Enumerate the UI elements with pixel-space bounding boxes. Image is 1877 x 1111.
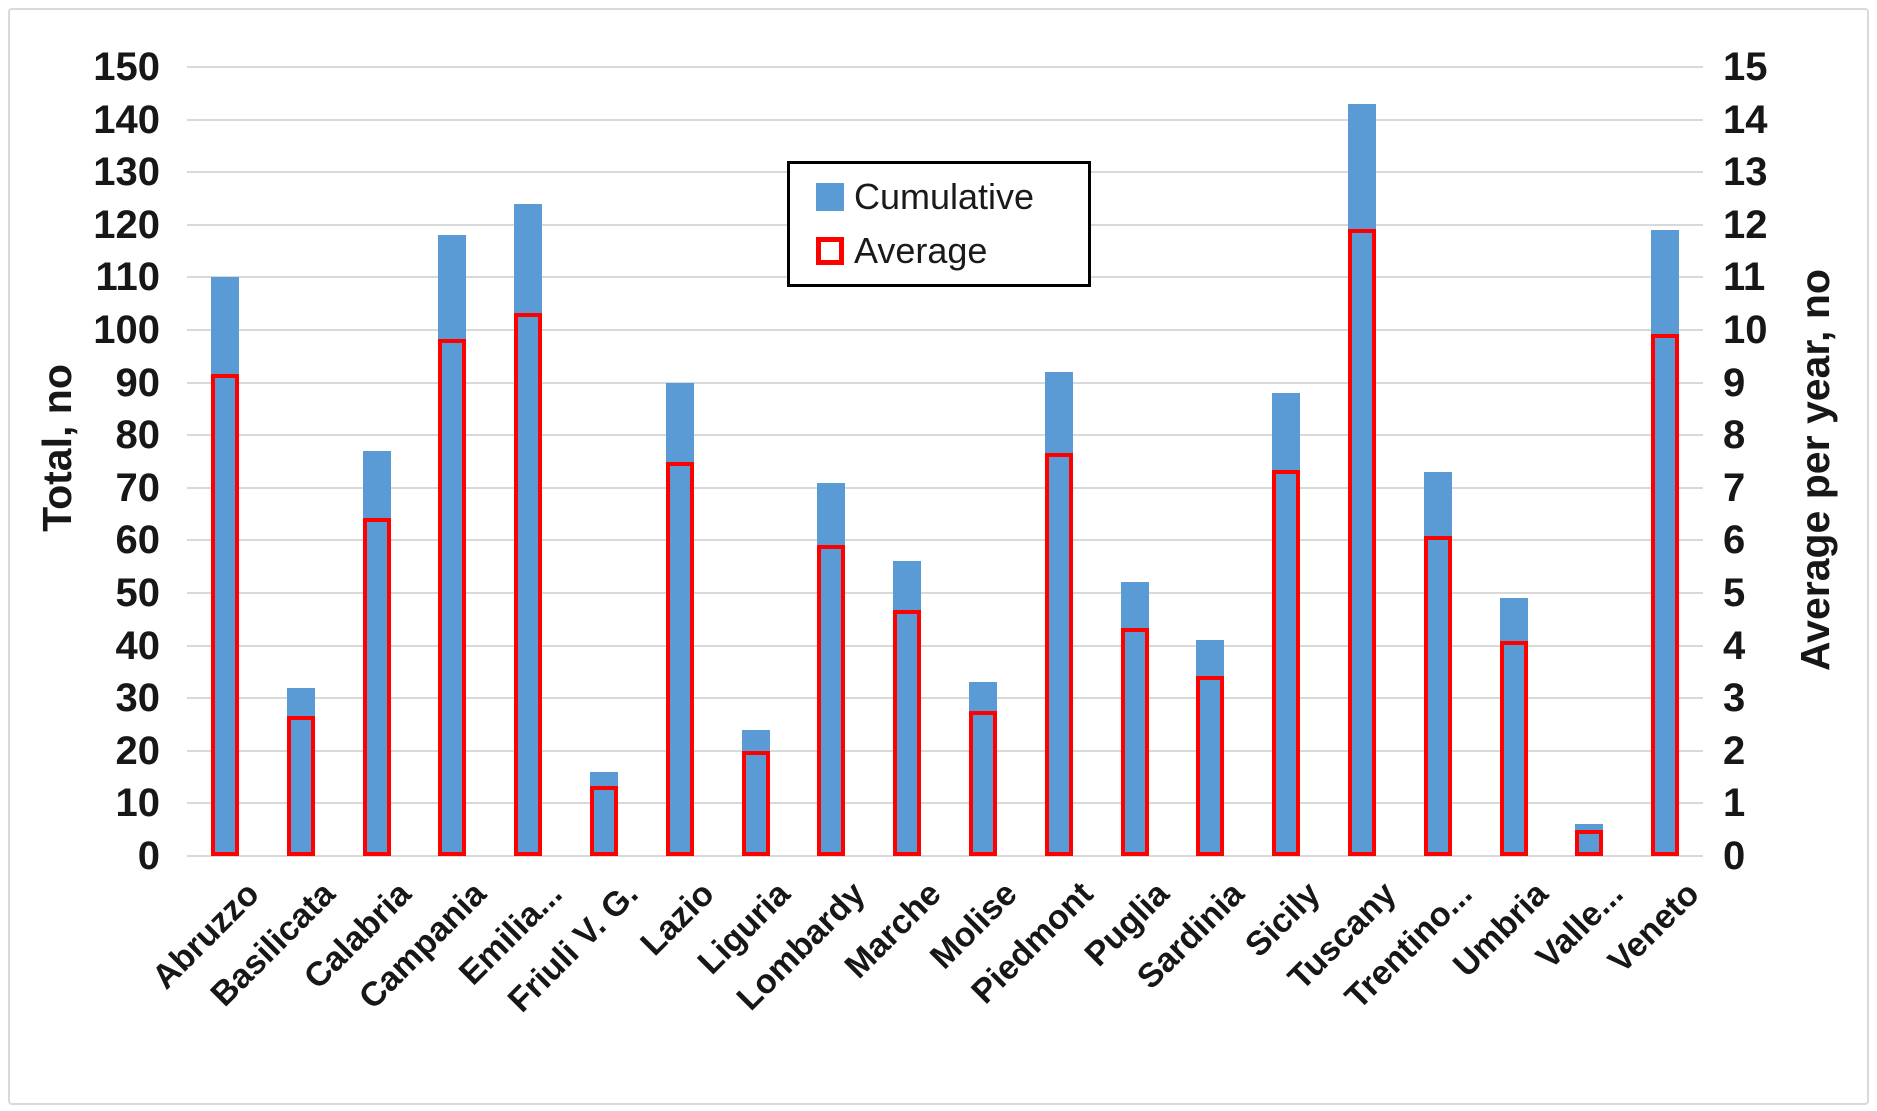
y-tick-label-right: 5 (1723, 571, 1746, 615)
average-bar (1120, 628, 1149, 856)
y-tick-label-right: 12 (1723, 202, 1768, 247)
y-tick-label-left: 20 (115, 728, 161, 773)
y-tick-label-left: 140 (93, 97, 160, 142)
y-tick-label-right: 6 (1723, 518, 1746, 563)
y-tick-label-right: 3 (1723, 676, 1746, 721)
average-bar (1272, 470, 1301, 856)
legend-label-average: Average (854, 230, 988, 271)
y-tick-label-left: 50 (115, 571, 161, 615)
legend-item-average: Average (816, 231, 1088, 271)
y-tick-label-right: 11 (1723, 255, 1766, 300)
gridline (187, 644, 1703, 647)
average-bar (741, 750, 770, 856)
legend: Cumulative Average (787, 161, 1091, 287)
gridline (187, 434, 1703, 437)
legend-label-cumulative: Cumulative (854, 176, 1035, 217)
average-bar (817, 544, 846, 856)
y-tick-label-left: 60 (115, 518, 161, 563)
average-bar (1347, 229, 1376, 856)
y-tick-label-right: 0 (1723, 834, 1746, 878)
y-tick-label-right: 4 (1723, 623, 1746, 668)
cumulative-bar (1423, 472, 1452, 856)
y-tick-label-left: 70 (115, 465, 161, 510)
y-tick-label-right: 2 (1723, 728, 1746, 773)
y-tick-label-right: 9 (1723, 360, 1746, 405)
legend-item-cumulative: Cumulative (816, 177, 1088, 217)
average-bar (438, 338, 467, 856)
gridline (187, 486, 1703, 489)
average-bar (665, 461, 694, 856)
average-swatch-icon (816, 237, 844, 265)
gridline (187, 592, 1703, 594)
y-tick-label-left: 30 (115, 676, 161, 721)
y-tick-label-left: 90 (115, 360, 161, 405)
y-tick-label-right: 7 (1723, 465, 1746, 510)
gridline (187, 329, 1703, 331)
cumulative-bar (741, 729, 770, 856)
y-tick-label-right: 13 (1723, 150, 1768, 195)
average-bar (968, 711, 997, 856)
cumulative-bar (1120, 582, 1149, 856)
cumulative-swatch-icon (816, 183, 844, 211)
average-bar (1196, 676, 1225, 856)
average-bar (286, 715, 315, 856)
gridline (187, 749, 1703, 752)
average-bar (1423, 536, 1452, 856)
average-bar (362, 518, 391, 856)
gridline (187, 66, 1703, 68)
average-bar (514, 312, 543, 856)
cumulative-bar (1272, 393, 1301, 856)
cumulative-bar (589, 771, 618, 856)
gridline (187, 381, 1703, 384)
y-tick-label-right: 14 (1723, 97, 1768, 142)
y-tick-label-right: 15 (1723, 45, 1768, 89)
y-tick-label-left: 40 (115, 623, 161, 668)
gridline (187, 802, 1703, 805)
y-tick-label-left: 100 (93, 308, 160, 352)
y-tick-label-left: 130 (93, 150, 160, 195)
gridline (187, 697, 1703, 700)
average-bar (1575, 829, 1604, 856)
y-tick-label-left: 110 (95, 255, 160, 300)
average-bar (1499, 641, 1528, 856)
cumulative-bar (514, 203, 543, 856)
gridline (187, 118, 1703, 121)
y-tick-label-left: 120 (93, 202, 160, 247)
gridline (187, 855, 1703, 857)
y-tick-label-left: 10 (115, 781, 161, 826)
y-tick-label-right: 8 (1723, 413, 1746, 458)
cumulative-bar (968, 682, 997, 856)
average-bar (1044, 452, 1073, 856)
y-tick-label-left: 0 (137, 834, 160, 878)
y-tick-label-right: 1 (1723, 781, 1746, 826)
cumulative-bar (1499, 598, 1528, 856)
average-bar (210, 373, 239, 856)
average-bar (1651, 334, 1680, 856)
y-tick-label-left: 150 (93, 45, 160, 89)
gridline (187, 539, 1703, 542)
y-tick-label-left: 80 (115, 413, 161, 458)
y-tick-label-right: 10 (1723, 308, 1768, 352)
cumulative-bar (438, 235, 467, 856)
average-bar (893, 610, 922, 856)
average-bar (589, 786, 618, 856)
